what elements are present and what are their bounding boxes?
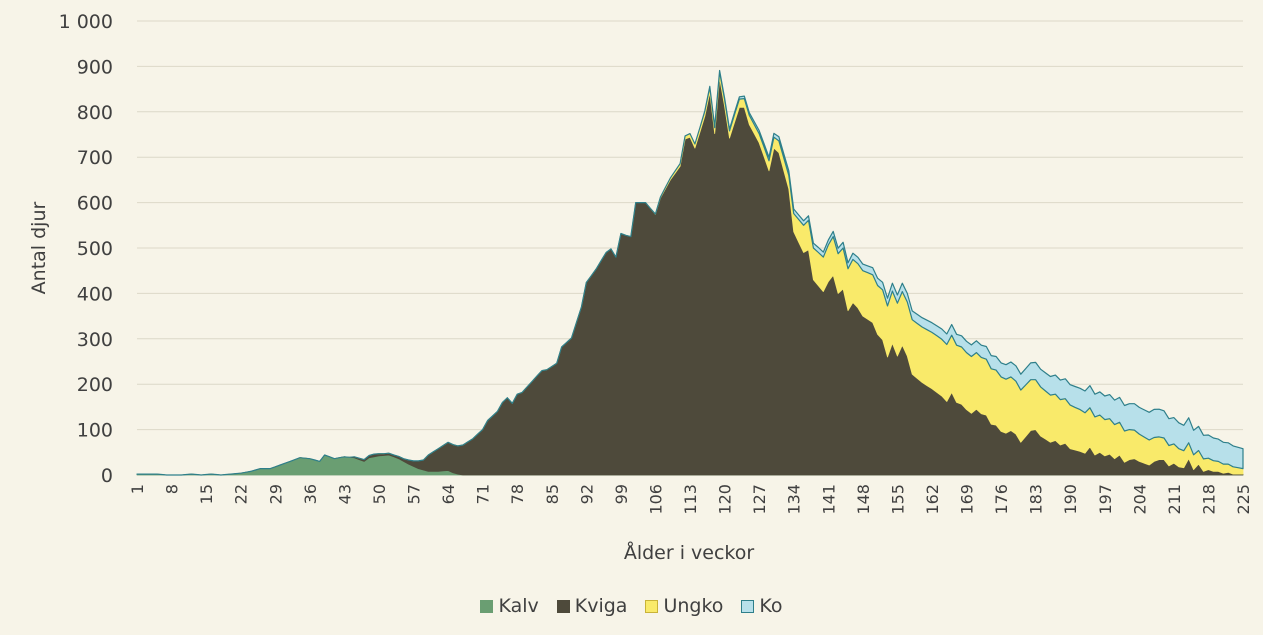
x-tick-label: 57 [405,484,424,504]
x-tick-label: 78 [508,484,527,504]
y-tick-label: 0 [101,465,113,487]
x-tick-label: 99 [612,484,631,504]
x-tick-label: 29 [266,484,285,504]
y-tick-label: 1 000 [59,11,113,33]
x-tick-label: 50 [370,484,389,504]
x-tick-label: 113 [681,484,700,515]
y-tick-label: 600 [77,193,113,215]
x-tick-label: 120 [716,484,735,515]
x-tick-label: 218 [1199,484,1218,515]
x-tick-label: 225 [1234,484,1253,515]
x-tick-label: 176 [992,484,1011,515]
legend-item-kviga: Kviga [556,595,628,617]
x-tick-label: 148 [854,484,873,515]
legend-label: Kalv [498,595,539,617]
x-tick-label: 106 [646,484,665,515]
x-tick-label: 85 [543,484,562,504]
series-areas [136,69,1244,476]
legend-label: Ungko [663,595,724,617]
legend-swatch [645,599,659,613]
y-tick-label: 500 [77,238,113,260]
x-tick-labels: 1 8 15 22 29 36 43 50 57 64 71 78 85 92 99 106 113 120 127… [128,484,1253,515]
x-tick-label: 155 [888,484,907,515]
x-tick-label: 1 [128,484,147,494]
x-tick-label: 169 [958,484,977,515]
legend-label: Kviga [574,595,628,617]
x-tick-label: 64 [439,484,458,504]
x-tick-label: 8 [163,484,182,494]
x-tick-label: 141 [819,484,838,515]
x-tick-label: 71 [474,484,493,504]
x-tick-label: 92 [577,484,596,504]
y-tick-label: 100 [77,420,113,442]
x-tick-label: 204 [1130,484,1149,515]
y-tick-labels: 0 100 200 300 400 500 600 700 800 900 1 000 [59,11,113,487]
legend-swatch [480,599,494,613]
y-tick-label: 800 [77,102,113,124]
x-tick-label: 43 [335,484,354,504]
x-tick-label: 183 [1027,484,1046,515]
x-tick-label: 22 [232,484,251,504]
area-ko [136,69,1244,476]
y-tick-label: 400 [77,283,113,305]
chart-legend: Kalv Kviga Ungko Ko [0,595,1263,617]
legend-swatch [741,599,755,613]
x-tick-label: 134 [785,484,804,515]
x-axis-title: Ålder i veckor [624,541,755,564]
x-tick-label: 162 [923,484,942,515]
legend-item-ungko: Ungko [645,595,723,617]
x-tick-label: 211 [1165,484,1184,515]
x-tick-label: 36 [301,484,320,504]
x-tick-label: 190 [1061,484,1080,515]
y-tick-label: 900 [77,56,113,78]
x-tick-label: 127 [750,484,769,515]
legend-item-ko: Ko [741,595,783,617]
y-tick-label: 300 [77,329,113,351]
legend-label: Ko [759,595,783,617]
y-tick-label: 200 [77,374,113,396]
legend-item-kalv: Kalv [480,595,539,617]
legend-swatch [556,599,570,613]
x-tick-label: 197 [1096,484,1115,515]
x-tick-label: 15 [197,484,216,504]
y-axis-title: Antal djur [28,201,50,294]
y-tick-label: 700 [77,147,113,169]
